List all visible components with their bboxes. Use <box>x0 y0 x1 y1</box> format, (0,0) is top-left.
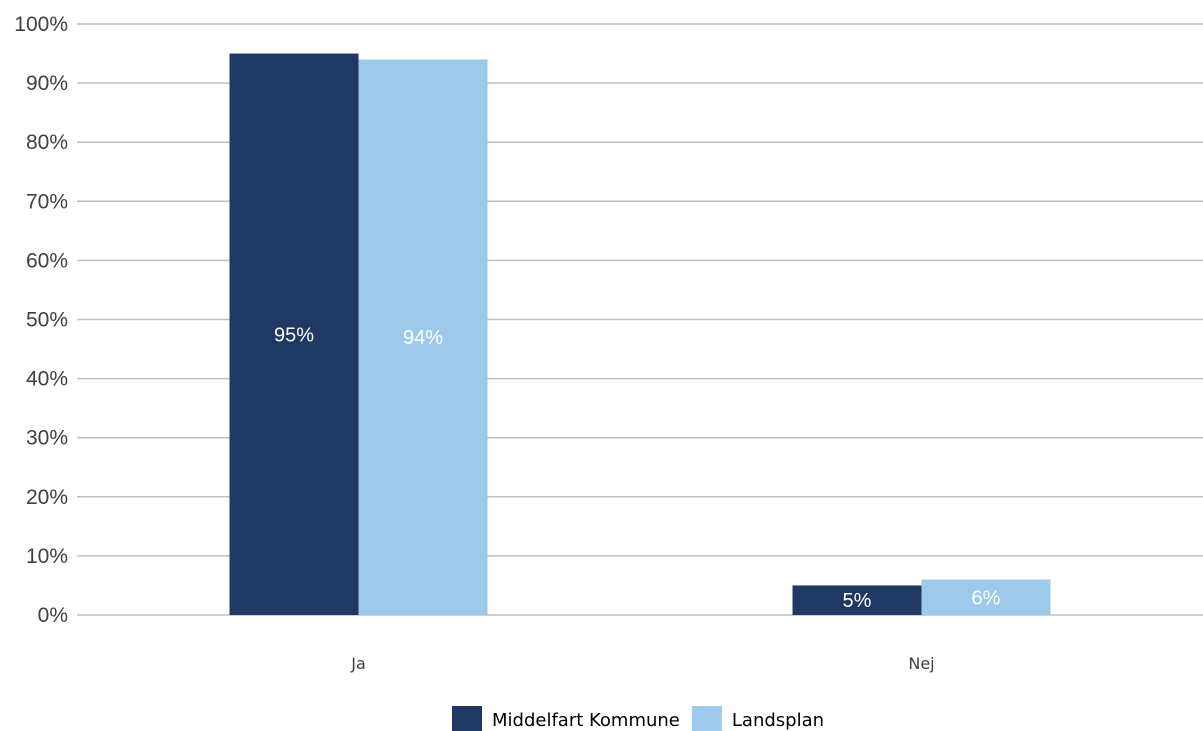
legend-swatch <box>691 706 722 731</box>
category-label: Nej <box>908 654 934 673</box>
y-tick-label: 20% <box>26 486 68 509</box>
bar <box>358 59 488 615</box>
legend-label: Landsplan <box>732 710 824 731</box>
category-label: Ja <box>350 654 366 673</box>
bar <box>792 585 922 615</box>
y-tick-label: 50% <box>26 309 68 332</box>
y-tick-label: 100% <box>14 13 68 36</box>
data-label: 95% <box>274 324 314 346</box>
data-labels: 95% 94% 5% 6% <box>274 324 1001 612</box>
y-tick-label: 10% <box>26 545 68 568</box>
y-tick-label: 70% <box>26 190 68 213</box>
y-axis-tick-labels: 0% 10% 20% 30% 40% 50% 60% 70% 80% 90% 100% <box>14 13 68 627</box>
y-tick-label: 60% <box>26 249 68 272</box>
data-label: 94% <box>403 327 443 349</box>
y-tick-label: 90% <box>26 72 68 95</box>
bar <box>921 579 1051 615</box>
data-label: 5% <box>843 590 872 612</box>
x-axis-category-labels: Ja Nej <box>350 654 934 673</box>
bar <box>229 53 359 616</box>
y-tick-label: 40% <box>26 368 68 391</box>
y-tick-label: 0% <box>38 604 68 627</box>
bars <box>229 53 1051 616</box>
y-tick-label: 30% <box>26 427 68 450</box>
y-tick-label: 80% <box>26 131 68 154</box>
data-label: 6% <box>972 587 1001 609</box>
legend: Middelfart Kommune Landsplan <box>452 706 824 731</box>
legend-label: Middelfart Kommune <box>492 710 680 731</box>
legend-swatch <box>452 706 482 731</box>
